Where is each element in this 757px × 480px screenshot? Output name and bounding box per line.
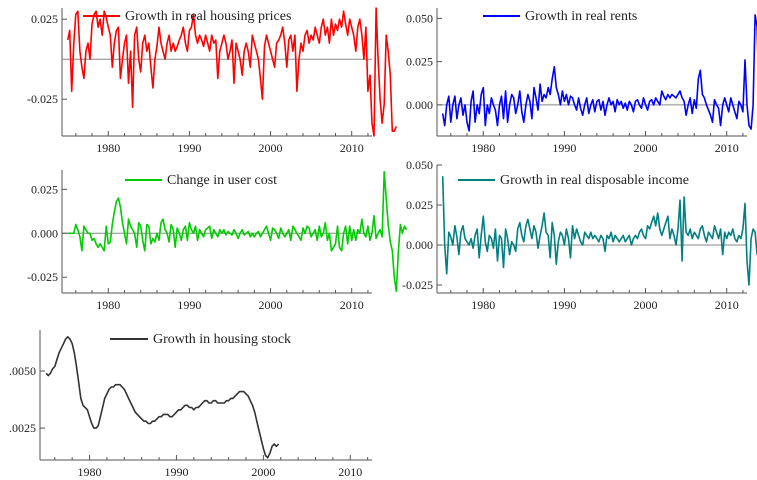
y-tick-label: 0.000	[406, 98, 433, 112]
y-tick-label: 0.025	[31, 182, 58, 196]
x-tick-label: 2000	[634, 298, 658, 312]
x-tick-label: 1980	[96, 141, 120, 155]
x-tick-label: 1990	[552, 141, 576, 155]
y-tick-label: 0.025	[406, 198, 433, 212]
panel-disposable-income: 1980 1990 2000 2010 0.050 0.025 0.000 -0.025 Gro…	[402, 158, 757, 312]
y-tick-label: 0.000	[406, 238, 433, 252]
y-tick-label: 0.000	[31, 226, 58, 240]
x-tick-label: 1990	[552, 298, 576, 312]
y-tick-label: 0.025	[31, 12, 58, 26]
series-line	[45, 335, 280, 459]
legend-label: Growth in real disposable income	[500, 173, 689, 188]
y-tick-label: -0.025	[27, 270, 58, 284]
x-tick-label: 1980	[471, 298, 495, 312]
x-tick-label: 2010	[715, 141, 739, 155]
x-tick-label: 2000	[251, 465, 275, 479]
y-tick-label: 0.050	[406, 158, 433, 172]
y-tick-label: .0050	[9, 364, 36, 378]
legend-label: Growth in real rents	[525, 9, 637, 24]
x-tick-label: 1980	[96, 298, 120, 312]
series-line	[67, 171, 408, 293]
series-line	[441, 176, 757, 286]
panel-housing-prices: 1980 1990 2000 2010 0.025 -0.025 Growth in rea…	[27, 7, 398, 155]
panel-user-cost: 1980 1990 2000 2010 0.025 0.000 -0.025 Change i…	[27, 170, 408, 312]
legend-label: Change in user cost	[167, 173, 277, 188]
y-tick-label: 0.025	[406, 55, 433, 69]
y-tick-label: .0025	[9, 421, 36, 435]
x-tick-label: 1990	[177, 298, 201, 312]
x-tick-label: 1990	[177, 141, 201, 155]
legend-label: Growth in housing stock	[153, 332, 291, 347]
x-tick-label: 2000	[259, 141, 283, 155]
x-tick-label: 2000	[634, 141, 658, 155]
x-tick-label: 2000	[259, 298, 283, 312]
y-tick-label: -0.025	[402, 278, 433, 292]
x-tick-label: 2010	[715, 298, 739, 312]
x-tick-label: 1980	[471, 141, 495, 155]
x-tick-label: 2010	[340, 298, 364, 312]
x-tick-label: 2010	[338, 465, 362, 479]
legend-label: Growth in real housing prices	[125, 9, 291, 24]
panel-housing-stock: 1980 1990 2000 2010 .0050 .0025 Growth in hous…	[9, 330, 372, 479]
x-tick-label: 2010	[340, 141, 364, 155]
x-tick-label: 1990	[164, 465, 188, 479]
series-line	[441, 14, 757, 132]
x-tick-label: 1980	[78, 465, 102, 479]
panel-rents: 1980 1990 2000 2010 0.050 0.025 0.000 Growth in…	[406, 8, 757, 155]
y-tick-label: 0.050	[406, 11, 433, 25]
y-tick-label: -0.025	[27, 92, 58, 106]
series-line	[66, 7, 398, 137]
